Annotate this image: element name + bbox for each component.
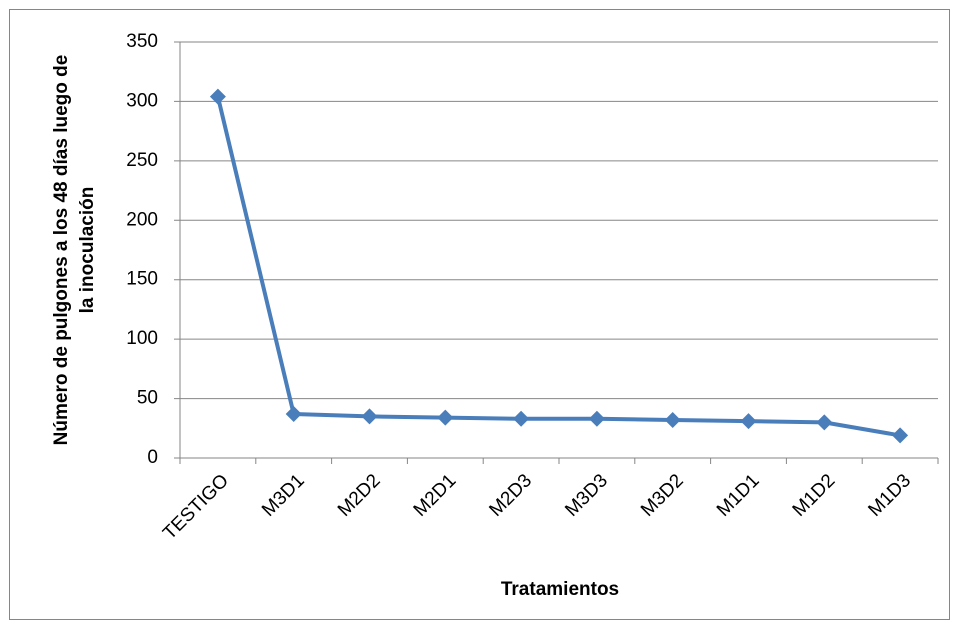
y-axis-label-line: la inoculación bbox=[77, 187, 98, 314]
marker bbox=[437, 409, 454, 426]
marker bbox=[209, 88, 226, 105]
y-tick-label: 350 bbox=[126, 31, 158, 52]
y-tick-label: 150 bbox=[126, 269, 158, 290]
y-axis-label: Número de pulgones a los 48 días luego d… bbox=[51, 55, 98, 446]
y-tick-label: 250 bbox=[126, 150, 158, 171]
marker bbox=[361, 408, 378, 425]
y-tick-label: 0 bbox=[147, 447, 158, 468]
y-tick-label: 300 bbox=[126, 90, 158, 111]
marker bbox=[816, 414, 833, 431]
marker bbox=[892, 427, 909, 444]
marker bbox=[588, 410, 605, 427]
marker bbox=[740, 413, 757, 430]
y-tick-label: 50 bbox=[137, 388, 158, 409]
marker bbox=[285, 406, 302, 423]
marker bbox=[664, 411, 681, 428]
x-axis-label: Tratamientos bbox=[501, 579, 619, 600]
y-tick-label: 100 bbox=[126, 328, 158, 349]
y-tick-label: 200 bbox=[126, 209, 158, 230]
line bbox=[215, 96, 901, 438]
marker bbox=[513, 410, 530, 427]
y-axis-label-line: Número de pulgones a los 48 días luego d… bbox=[51, 55, 72, 446]
chart-border bbox=[9, 9, 950, 620]
